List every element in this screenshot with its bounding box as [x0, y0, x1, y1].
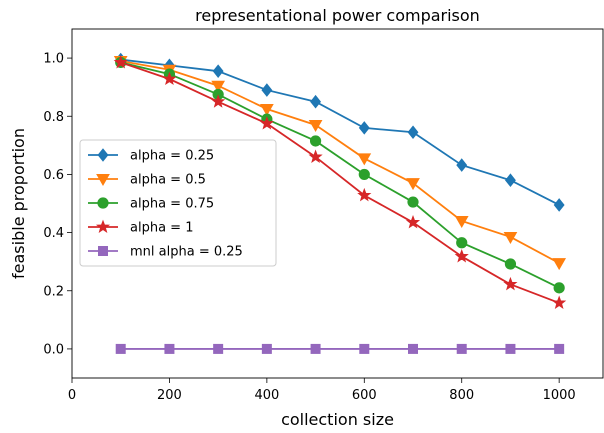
legend-label: alpha = 0.5 [130, 173, 206, 188]
data-point [310, 94, 322, 109]
legend-label: alpha = 0.25 [130, 149, 214, 164]
data-point [357, 153, 372, 166]
data-point [115, 343, 126, 354]
legend: alpha = 0.25 alpha = 0.5 alpha = 0.75 alpha… [79, 139, 277, 267]
y-tick-label: 0.0 [43, 342, 64, 357]
axes-frame [71, 28, 604, 379]
data-point [211, 94, 226, 108]
legend-entry: alpha = 0.75 [88, 197, 214, 212]
data-point [309, 135, 322, 147]
data-point [503, 276, 518, 291]
y-tick-label: 1.0 [43, 52, 64, 67]
y-tick-label: 0.6 [43, 168, 64, 183]
series-line [120, 58, 560, 206]
legend-entry: alpha = 0.25 [88, 148, 214, 164]
legend-marker [97, 148, 109, 162]
data-point [503, 231, 518, 244]
legend-entry: alpha = 0.5 [88, 173, 206, 188]
data-point [359, 343, 370, 354]
legend-marker [95, 219, 111, 234]
data-point [406, 178, 420, 191]
series-0 [115, 52, 565, 212]
data-point [552, 295, 567, 309]
series-4 [115, 343, 565, 354]
plot-area: 0 200 400 600 800 1000 0.0 0.2 0.4 0.6 0.8 1.0 [43, 28, 604, 403]
data-point [358, 121, 370, 135]
data-point [454, 249, 469, 263]
data-point [113, 55, 128, 69]
series-line [120, 61, 560, 304]
y-axis-label: feasible proportion [9, 128, 28, 279]
data-point [261, 343, 272, 354]
data-point [405, 214, 421, 229]
y-tick-label: 0.4 [43, 226, 64, 241]
data-point [454, 215, 469, 228]
x-tick-label: 800 [449, 388, 474, 403]
x-tick-label: 0 [68, 388, 76, 403]
data-point [259, 116, 274, 130]
data-point [407, 196, 419, 208]
data-point [456, 237, 468, 249]
data-point [308, 119, 323, 132]
data-point [261, 83, 273, 97]
data-point [505, 173, 516, 188]
series-line [120, 60, 560, 264]
data-point [213, 343, 224, 354]
series-line [120, 61, 560, 289]
data-point [211, 80, 226, 93]
legend-label: mnl alpha = 0.25 [130, 245, 243, 260]
x-axis-label: collection size [281, 410, 394, 429]
data-point [505, 343, 516, 354]
data-point [456, 158, 468, 172]
x-tick-label: 1000 [543, 388, 576, 403]
data-point [310, 343, 321, 354]
data-point [553, 282, 565, 294]
data-point [308, 149, 323, 163]
legend-box [79, 139, 277, 267]
data-point [504, 258, 517, 270]
data-point [357, 187, 372, 202]
data-point [164, 343, 175, 354]
x-tick-label: 200 [157, 388, 182, 403]
data-point [408, 343, 419, 354]
data-point [162, 71, 177, 86]
series-3 [113, 55, 567, 309]
y-tick-label: 0.8 [43, 110, 64, 125]
chart-title: representational power comparison [195, 6, 480, 25]
x-tick-label: 400 [254, 388, 279, 403]
data-point [552, 258, 567, 271]
data-point [456, 343, 467, 354]
data-point [358, 168, 370, 181]
legend-marker [96, 174, 110, 187]
legend-marker [97, 197, 109, 209]
data-point [212, 64, 224, 78]
legend-label: alpha = 1 [130, 221, 193, 236]
data-point [260, 103, 274, 116]
legend-marker [98, 246, 108, 256]
data-point [554, 343, 565, 354]
legend-entry: mnl alpha = 0.25 [88, 245, 243, 260]
data-point [407, 125, 419, 140]
x-tick-label: 600 [352, 388, 377, 403]
legend-entry: alpha = 1 [88, 219, 193, 236]
data-point [553, 198, 565, 212]
legend-label: alpha = 0.75 [130, 197, 214, 212]
y-tick-label: 0.2 [43, 284, 64, 299]
